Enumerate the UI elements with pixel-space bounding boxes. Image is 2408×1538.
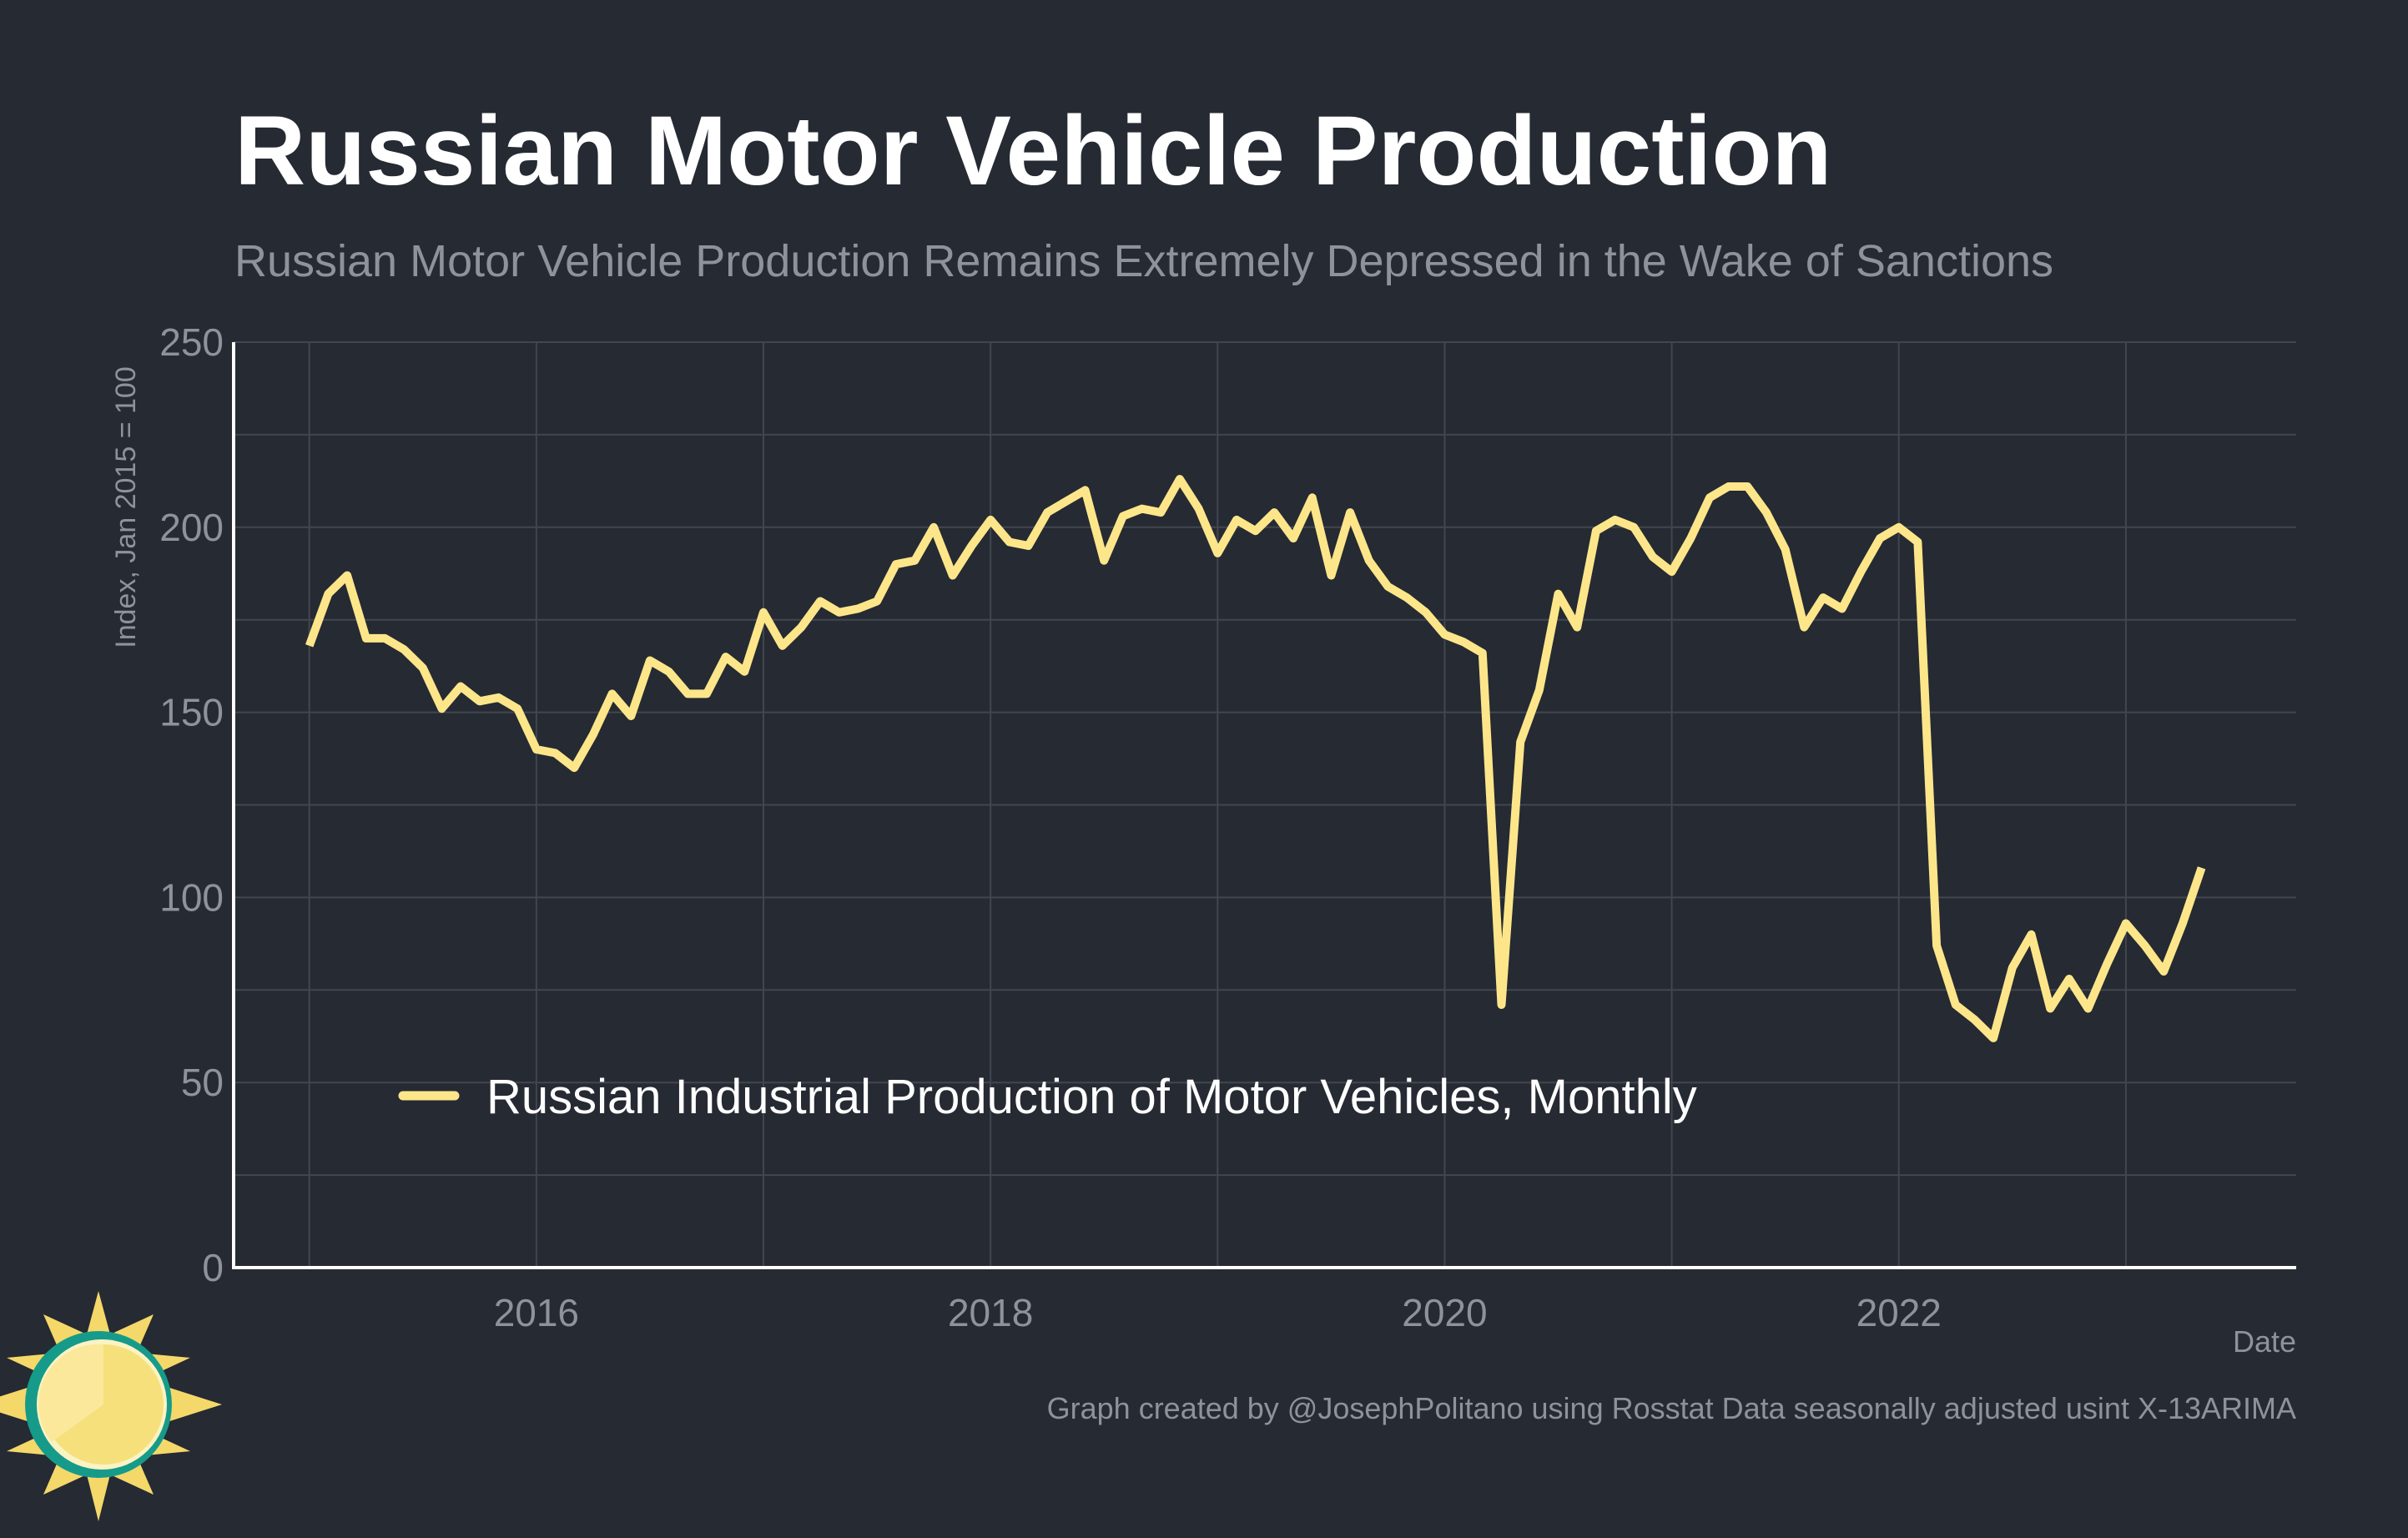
y-tick-label: 50 — [181, 1061, 224, 1104]
source-caption: Graph created by @JosephPolitano using R… — [1047, 1391, 2296, 1425]
grid — [234, 341, 2296, 1268]
x-tick-label: 2022 — [1856, 1291, 1942, 1334]
y-tick-label: 250 — [159, 320, 224, 364]
sun-highlight — [38, 1344, 103, 1442]
x-tick-label: 2020 — [1402, 1291, 1487, 1334]
y-tick-label: 200 — [159, 506, 224, 549]
series-layer — [305, 475, 2206, 1042]
legend: Russian Industrial Production of Motor V… — [398, 1070, 1697, 1124]
y-tick-label: 0 — [202, 1246, 224, 1289]
x-tick-label: 2018 — [948, 1291, 1033, 1334]
y-axis-label: Index, Jan 2015 = 100 — [110, 366, 142, 648]
legend-label: Russian Industrial Production of Motor V… — [486, 1070, 1697, 1124]
y-axis-ticks: 0 50 100 150 200 250 — [159, 320, 224, 1289]
y-tick-label: 100 — [159, 875, 224, 919]
sun-logo — [0, 1291, 222, 1521]
chart-subtitle: Russian Motor Vehicle Production Remains… — [234, 236, 2053, 286]
series-line-0 — [305, 475, 2206, 1042]
y-tick-label: 150 — [159, 691, 224, 734]
x-axis-ticks: 2016 2018 2020 2022 — [494, 1291, 1942, 1334]
chart-title: Russian Motor Vehicle Production — [234, 96, 1832, 206]
x-axis-label: Date — [2233, 1324, 2296, 1359]
x-tick-label: 2016 — [494, 1291, 579, 1334]
